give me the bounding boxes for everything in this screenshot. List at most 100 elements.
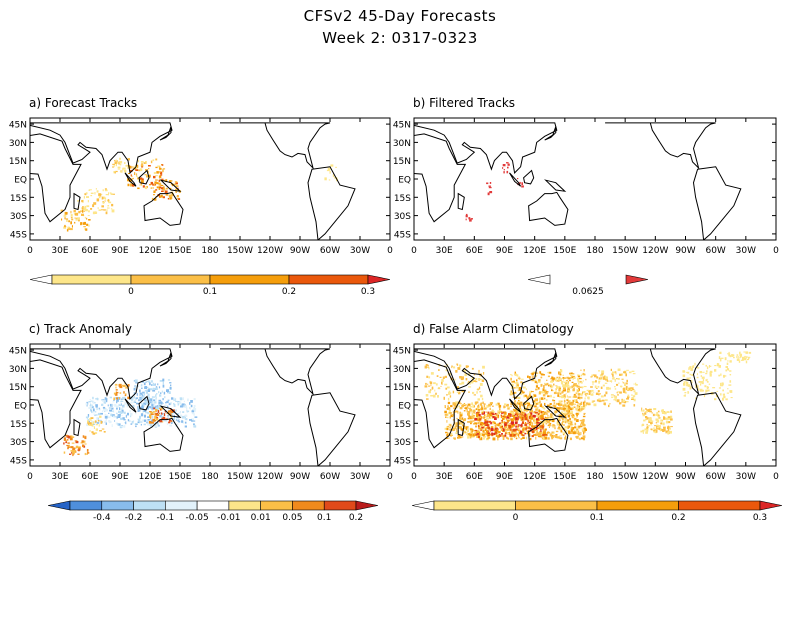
heat-cell bbox=[461, 381, 465, 385]
heat-cell bbox=[512, 424, 515, 427]
coastline bbox=[159, 405, 182, 418]
heat-cell bbox=[548, 371, 552, 374]
lon-tick-label: 30W bbox=[736, 246, 756, 256]
heat-cell bbox=[153, 406, 156, 409]
heat-cell bbox=[487, 432, 490, 434]
heat-cell bbox=[458, 364, 462, 367]
lon-tick-label: 120W bbox=[642, 472, 668, 482]
heat-cell bbox=[72, 449, 75, 451]
heat-cell bbox=[561, 407, 564, 411]
heat-cell bbox=[666, 420, 668, 424]
heat-cell bbox=[160, 412, 163, 415]
heat-cell bbox=[547, 375, 550, 378]
heat-cell bbox=[584, 428, 587, 431]
heat-cell bbox=[507, 166, 509, 169]
heat-cell bbox=[425, 364, 428, 366]
heat-cell bbox=[537, 402, 540, 405]
heat-cell bbox=[548, 417, 550, 419]
heat-cell bbox=[726, 367, 728, 371]
heat-cell bbox=[90, 400, 93, 402]
colorbar-segment bbox=[209, 274, 290, 285]
heat-cell bbox=[616, 391, 618, 394]
coastline bbox=[457, 418, 465, 437]
heat-cell bbox=[179, 398, 183, 401]
colorbar-segment bbox=[228, 500, 261, 511]
heat-cell bbox=[559, 428, 562, 431]
heat-cell bbox=[567, 403, 571, 407]
heat-cell bbox=[532, 416, 536, 420]
heat-cell bbox=[529, 417, 533, 419]
heat-cell bbox=[484, 428, 487, 431]
heat-cell bbox=[488, 415, 491, 419]
heat-cell bbox=[616, 383, 619, 386]
heat-cell bbox=[579, 380, 582, 383]
heat-cell bbox=[579, 437, 581, 441]
coastline bbox=[605, 348, 716, 396]
heat-cell bbox=[446, 394, 448, 396]
heat-cell bbox=[141, 387, 143, 389]
heat-cell bbox=[94, 420, 97, 423]
lat-tick-label: 15N bbox=[393, 157, 411, 167]
heat-cell bbox=[647, 426, 649, 428]
heat-cell bbox=[97, 207, 99, 209]
heat-cell bbox=[497, 410, 499, 412]
heat-cell bbox=[551, 432, 554, 434]
heat-cell bbox=[129, 412, 133, 416]
heat-cell bbox=[477, 430, 480, 433]
heat-cell bbox=[175, 190, 177, 193]
heat-cell bbox=[453, 404, 457, 407]
colorbar-c: -0.4-0.2-0.1-0.05-0.010.010.050.10.20.4 bbox=[48, 500, 378, 523]
heat-cell bbox=[544, 436, 548, 440]
heat-cell bbox=[142, 411, 145, 413]
colorbar-label: 0.2 bbox=[282, 287, 296, 297]
heat-cell bbox=[105, 399, 108, 403]
heat-cell bbox=[656, 426, 659, 430]
heat-cell bbox=[102, 189, 104, 192]
heat-cell bbox=[466, 409, 468, 413]
heat-cell bbox=[544, 429, 546, 432]
heat-cell bbox=[448, 407, 451, 409]
heat-cell bbox=[69, 437, 73, 441]
coastline bbox=[692, 392, 742, 466]
heat-cell bbox=[459, 411, 461, 414]
heat-cell bbox=[573, 403, 575, 406]
heat-cell bbox=[484, 407, 486, 410]
heat-cell bbox=[669, 430, 672, 434]
heat-cell bbox=[527, 430, 529, 433]
heat-cell bbox=[497, 412, 500, 416]
heat-cell bbox=[145, 412, 148, 414]
heat-cell bbox=[472, 414, 476, 417]
heat-cell bbox=[523, 402, 527, 405]
heat-cell bbox=[137, 406, 139, 409]
heat-cell bbox=[571, 402, 574, 406]
heat-cell bbox=[577, 412, 580, 415]
heat-cell bbox=[518, 433, 520, 437]
heat-cell bbox=[572, 399, 574, 403]
heat-cell bbox=[122, 397, 125, 400]
heat-cell bbox=[171, 184, 174, 187]
heat-cell bbox=[151, 197, 154, 201]
heat-cell bbox=[480, 427, 484, 430]
heat-cell bbox=[593, 391, 595, 393]
heat-cell bbox=[121, 425, 123, 428]
heat-cell bbox=[541, 406, 544, 408]
heat-cell bbox=[526, 410, 528, 412]
heat-cell bbox=[654, 425, 657, 427]
heat-cell bbox=[155, 397, 157, 400]
heat-cell bbox=[483, 436, 486, 438]
heat-cell bbox=[482, 427, 485, 430]
heat-cell bbox=[72, 452, 74, 456]
heat-cell bbox=[181, 420, 184, 423]
heat-cell bbox=[133, 167, 136, 170]
heat-cell bbox=[614, 386, 616, 388]
lon-tick-label: 60W bbox=[320, 472, 340, 482]
heat-cell bbox=[66, 439, 69, 441]
heat-cell bbox=[155, 158, 158, 161]
heat-cell bbox=[510, 418, 514, 422]
heat-cell bbox=[656, 426, 658, 429]
heat-cell bbox=[466, 405, 469, 408]
heat-cell bbox=[489, 413, 492, 417]
heat-cell bbox=[643, 419, 646, 422]
heat-cell bbox=[642, 423, 644, 426]
heat-cell bbox=[191, 412, 195, 415]
